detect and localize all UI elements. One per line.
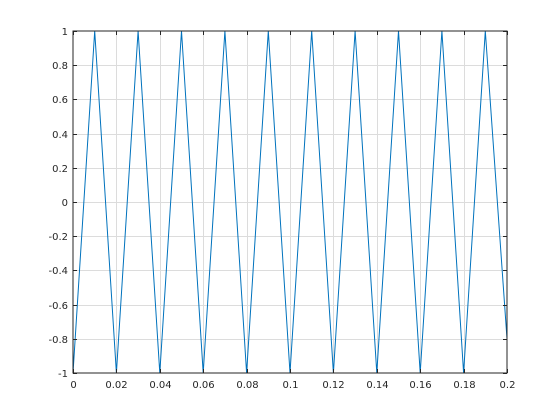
y-tick-label: -0.8 — [48, 335, 68, 346]
x-tick-label: 0.18 — [453, 380, 475, 391]
x-tick-label: 0.12 — [322, 380, 344, 391]
x-tick-label: 0.06 — [192, 380, 214, 391]
y-tick-label: -0.2 — [48, 232, 68, 243]
y-tick-label: -1 — [58, 369, 68, 380]
y-tick-label: 0.4 — [52, 130, 68, 141]
x-tick-label: 0.14 — [366, 380, 388, 391]
y-tick-label: 0 — [62, 198, 68, 209]
y-tick-label: -0.4 — [48, 266, 68, 277]
x-tick-label: 0.2 — [500, 380, 516, 391]
x-tick-label: 0.1 — [283, 380, 299, 391]
y-tick-label: -0.6 — [48, 301, 68, 312]
y-tick-labels: -1 -0.8 -0.6 -0.4 -0.2 0 0.2 0.4 0.6 0.8 1 — [48, 27, 68, 380]
y-tick-label: 0.6 — [52, 95, 68, 106]
y-tick-label: 1 — [62, 27, 68, 38]
x-tick-labels: 0 0.02 0.04 0.06 0.08 0.1 0.12 0.14 0.16 0.18 0.2 — [70, 380, 515, 391]
x-tick-label: 0.08 — [236, 380, 258, 391]
x-tick-label: 0 — [70, 380, 76, 391]
ticks — [73, 31, 508, 374]
y-tick-label: 0.8 — [52, 61, 68, 72]
x-tick-label: 0.04 — [149, 380, 171, 391]
y-tick-label: 0.2 — [52, 164, 68, 175]
x-tick-label: 0.16 — [409, 380, 431, 391]
x-tick-label: 0.02 — [105, 380, 127, 391]
grid — [73, 31, 507, 373]
